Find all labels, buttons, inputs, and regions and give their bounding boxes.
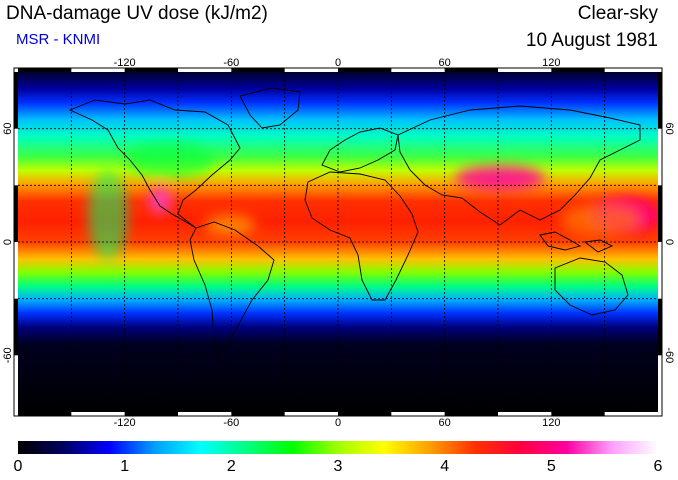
- lat-label-left: 0: [2, 239, 14, 245]
- colorbar-label: 6: [653, 458, 663, 475]
- lon-label-bottom: -120: [114, 417, 136, 429]
- lon-label-top: -120: [114, 57, 136, 69]
- southeast-asia-islands: [539, 231, 614, 253]
- east-pacific-band: [88, 170, 128, 260]
- frame-segment: [338, 412, 392, 416]
- caribbean-band: [205, 215, 255, 235]
- data-source: MSR - KNMI: [16, 31, 101, 48]
- colorbar-label: 1: [120, 458, 130, 475]
- uv-field: [18, 72, 658, 412]
- sky-condition: Clear-sky: [577, 3, 658, 24]
- lon-label-bottom: 60: [439, 417, 451, 429]
- frame-segment: [658, 72, 662, 129]
- maritime-band: [560, 205, 640, 235]
- lat-label-right: 60: [663, 123, 675, 135]
- axis-labels: -120 -120 -60 -60 0 0 60 60 120 120 60 0 -60 60 0 -60: [2, 57, 675, 429]
- lon-label-bottom: -60: [223, 417, 239, 429]
- frame-segment: [14, 72, 18, 129]
- frame-segment: [658, 185, 662, 242]
- mexico-uv-peak: [148, 186, 172, 214]
- frame-segment: [14, 185, 18, 242]
- tibet-uv-peak: [455, 166, 545, 190]
- lon-label-bottom: 0: [335, 417, 341, 429]
- frame-segment: [124, 68, 178, 72]
- lat-label-left: -60: [2, 347, 14, 363]
- colorbar-label: 2: [226, 458, 236, 475]
- greenland-coast: [239, 87, 301, 129]
- frame-segment: [551, 68, 605, 72]
- colorbar-label: 5: [546, 458, 556, 475]
- frame-segment: [18, 68, 72, 72]
- lon-label-top: 0: [335, 57, 341, 69]
- colorbar-strip: [18, 441, 658, 454]
- frame-segment: [231, 68, 285, 72]
- africa-coast: [304, 171, 419, 301]
- lon-label-top: 60: [439, 57, 451, 69]
- frame-segment: [551, 412, 605, 416]
- frame-segment: [444, 68, 498, 72]
- colorbar-label: 0: [13, 458, 23, 475]
- frame-segment: [18, 412, 72, 416]
- frame-segment: [231, 412, 285, 416]
- map-date: 10 August 1981: [525, 30, 658, 51]
- lon-label-top: 120: [542, 57, 560, 69]
- graticule: [18, 72, 658, 412]
- lat-label-left: 60: [2, 123, 14, 135]
- frame-segment: [658, 298, 662, 356]
- lon-label-top: -60: [223, 57, 239, 69]
- antarctica-coast: [18, 395, 658, 406]
- frame-segment: [444, 412, 498, 416]
- frame-ticks: [14, 68, 662, 416]
- uv-regional-features: [88, 142, 658, 260]
- frame-segment: [338, 68, 392, 72]
- frame-segment: [14, 298, 18, 356]
- colorbar-label: 3: [333, 458, 343, 475]
- australia-coast: [554, 257, 629, 316]
- lon-label-bottom: 120: [542, 417, 560, 429]
- lat-label-right: 0: [663, 239, 675, 245]
- frame-segment: [124, 412, 178, 416]
- north-america-band: [125, 142, 215, 178]
- map-title: DNA-damage UV dose (kJ/m2): [6, 3, 268, 24]
- asia-coast: [397, 105, 641, 226]
- colorbar-label: 4: [440, 458, 450, 475]
- south-america-coast: [189, 221, 275, 362]
- lat-label-right: -60: [663, 347, 675, 363]
